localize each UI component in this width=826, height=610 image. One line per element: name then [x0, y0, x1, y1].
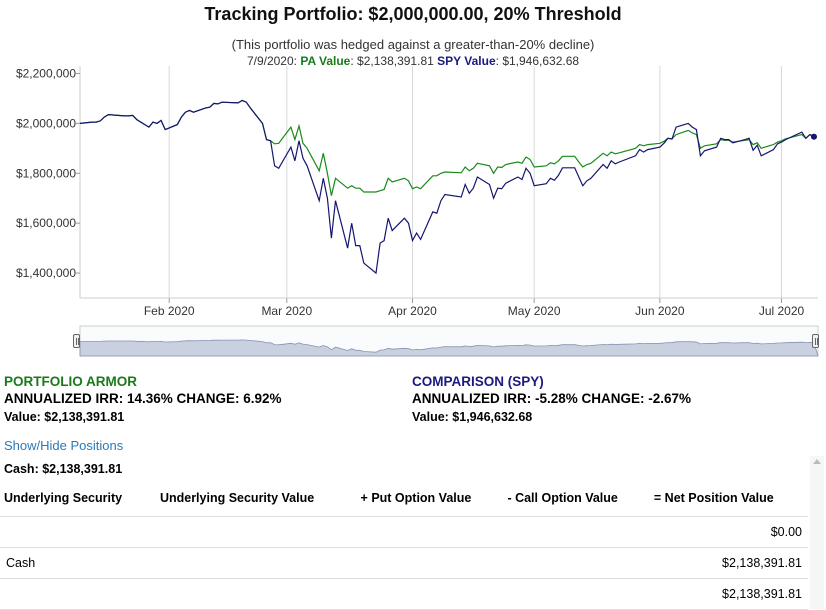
- series-line-spy: [79, 99, 815, 275]
- x-tick-label: Apr 2020: [388, 304, 437, 318]
- series-end-marker: [810, 133, 817, 140]
- portfolio-value: Value: $2,138,391.81: [4, 410, 125, 424]
- x-tick-label: Jun 2020: [635, 304, 685, 318]
- y-tick-label: $1,600,000: [16, 216, 76, 230]
- cell-call-value: [503, 547, 650, 579]
- col-call-option-value: - Call Option Value: [503, 480, 650, 517]
- x-tick-label: Mar 2020: [261, 304, 312, 318]
- chart-subtitle: (This portfolio was hedged against a gre…: [231, 37, 595, 52]
- x-tick-label: Feb 2020: [144, 304, 195, 318]
- col-underlying-security: Underlying Security: [0, 480, 156, 517]
- y-tick-label: $1,400,000: [16, 266, 76, 280]
- cell-net-value: $0.00: [649, 516, 808, 548]
- chart-grid: [79, 66, 783, 298]
- scroll-up-arrow-icon[interactable]: [813, 459, 821, 464]
- positions-table: Underlying Security Underlying Security …: [0, 480, 808, 610]
- cell-security: Cash: [0, 547, 156, 579]
- col-put-option-value: + Put Option Value: [356, 480, 504, 517]
- pa-value: $2,138,391.81: [357, 54, 434, 68]
- portfolio-heading: PORTFOLIO ARMOR: [4, 374, 137, 389]
- cell-call-value: [503, 516, 650, 548]
- table-row: $0.00: [0, 516, 808, 548]
- left-range-handle[interactable]: [73, 334, 80, 348]
- right-range-handle[interactable]: [812, 334, 819, 348]
- cell-underlying-value: [155, 516, 357, 548]
- table-row: $2,138,391.81: [0, 578, 808, 610]
- portfolio-chart[interactable]: $1,400,000 $1,600,000 $1,800,000 $2,000,000…: [0, 60, 826, 360]
- col-underlying-value: Underlying Security Value: [155, 480, 357, 517]
- cell-underlying-value: [155, 578, 357, 610]
- cell-security: [0, 578, 156, 610]
- show-hide-positions-link[interactable]: Show/Hide Positions: [4, 438, 124, 453]
- table-header-row: Underlying Security Underlying Security …: [0, 480, 808, 517]
- cell-put-value: [356, 578, 504, 610]
- y-tick-label: $2,200,000: [16, 66, 76, 80]
- table-scrollbar[interactable]: [810, 456, 824, 609]
- range-navigator[interactable]: [73, 326, 819, 356]
- cell-put-value: [356, 547, 504, 579]
- chart-series: [79, 99, 817, 275]
- y-axis: $1,400,000 $1,600,000 $1,800,000 $2,000,000…: [16, 66, 80, 280]
- comparison-heading: COMPARISON (SPY): [412, 374, 544, 389]
- portfolio-stats: ANNUALIZED IRR: 14.36% CHANGE: 6.92%: [4, 391, 282, 406]
- comparison-stats: ANNUALIZED IRR: -5.28% CHANGE: -2.67%: [412, 391, 692, 406]
- y-tick-label: $2,000,000: [16, 116, 76, 130]
- value-readout: 7/9/2020: PA Value: $2,138,391.81 SPY Va…: [246, 54, 580, 68]
- x-tick-label: May 2020: [508, 304, 561, 318]
- cell-net-value: $2,138,391.81: [649, 578, 808, 610]
- cell-call-value: [503, 578, 650, 610]
- page-title: Tracking Portfolio: $2,000,000.00, 20% T…: [204, 4, 622, 24]
- cell-security: [0, 516, 156, 548]
- comparison-panel: COMPARISON (SPY) ANNUALIZED IRR: -5.28% …: [412, 374, 812, 424]
- x-tick-label: Jul 2020: [759, 304, 805, 318]
- navigator-area: [79, 339, 819, 357]
- cell-net-value: $2,138,391.81: [649, 547, 808, 579]
- spy-value: $1,946,632.68: [502, 54, 580, 68]
- readout-date: 7/9/2020:: [246, 54, 297, 68]
- spy-label: SPY Value: [437, 54, 496, 68]
- navigator-chart: [79, 325, 819, 357]
- pa-label: PA Value: [300, 54, 351, 68]
- col-net-position-value: = Net Position Value: [649, 480, 808, 517]
- table-row: Cash $2,138,391.81: [0, 547, 808, 579]
- series-line-pa: [79, 99, 815, 196]
- cell-put-value: [356, 516, 504, 548]
- cash-summary: Cash: $2,138,391.81: [4, 462, 123, 476]
- portfolio-armor-panel: PORTFOLIO ARMOR ANNUALIZED IRR: 14.36% C…: [4, 374, 404, 424]
- cell-underlying-value: [155, 547, 357, 579]
- comparison-value: Value: $1,946,632.68: [412, 410, 533, 424]
- x-axis: Feb 2020 Mar 2020 Apr 2020 May 2020 Jun 2020…: [80, 297, 818, 318]
- y-tick-label: $1,800,000: [16, 166, 76, 180]
